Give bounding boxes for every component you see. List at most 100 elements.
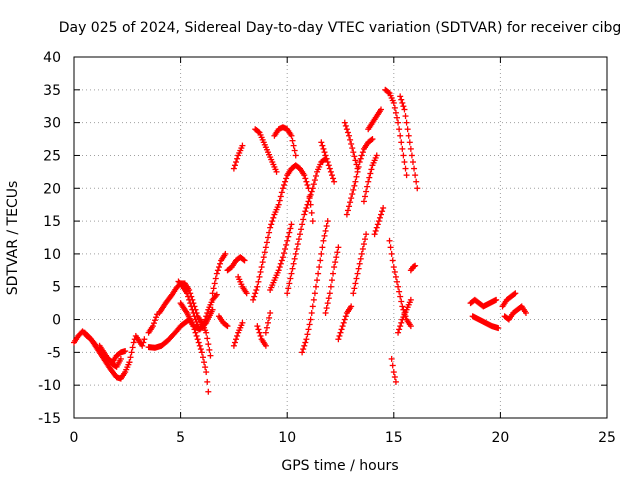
- x-tick-label: 15: [385, 430, 403, 446]
- data-point: [309, 218, 316, 225]
- data-point: [335, 244, 342, 251]
- data-point: [412, 262, 419, 269]
- data-point: [223, 322, 230, 329]
- data-point: [373, 152, 380, 159]
- data-point: [259, 259, 266, 266]
- data-point: [281, 181, 288, 188]
- data-point: [234, 155, 241, 162]
- data-point: [346, 132, 353, 139]
- data-point: [279, 185, 286, 192]
- data-point: [262, 329, 269, 336]
- y-tick-label: 40: [43, 50, 61, 66]
- data-point: [290, 260, 297, 267]
- data-point: [400, 152, 407, 159]
- data-point: [512, 290, 519, 297]
- data-point: [141, 336, 148, 343]
- data-point: [409, 159, 416, 166]
- x-tick-label: 10: [278, 430, 296, 446]
- data-point: [290, 142, 297, 149]
- y-axis-label: SDTVAR / TECUs: [5, 181, 21, 296]
- data-point: [395, 283, 402, 290]
- y-tick-label: 5: [52, 280, 61, 296]
- data-point: [352, 157, 359, 164]
- data-point: [343, 126, 350, 133]
- data-point: [284, 237, 291, 244]
- data-point: [122, 348, 129, 355]
- data-point: [372, 227, 379, 234]
- data-point: [406, 139, 413, 146]
- data-point: [380, 204, 387, 211]
- data-point: [239, 319, 246, 326]
- data-point: [385, 89, 392, 96]
- data-point: [357, 255, 364, 262]
- data-point: [192, 329, 199, 336]
- data-point: [363, 188, 370, 195]
- data-point: [325, 162, 332, 169]
- data-point: [326, 290, 333, 297]
- data-point: [399, 303, 406, 310]
- data-point: [276, 264, 283, 271]
- data-point: [307, 191, 314, 198]
- data-point: [278, 257, 285, 264]
- data-point: [233, 159, 240, 166]
- data-point: [328, 172, 335, 179]
- data-point: [212, 292, 219, 299]
- data-point: [306, 195, 313, 202]
- data-point: [378, 211, 385, 218]
- data-point: [324, 159, 331, 166]
- data-point: [359, 245, 366, 252]
- data-point: [327, 283, 334, 290]
- data-point: [402, 113, 409, 120]
- data-point: [366, 174, 373, 181]
- data-point: [386, 237, 393, 244]
- data-point: [254, 323, 261, 330]
- data-point: [213, 291, 220, 298]
- data-point: [255, 278, 262, 285]
- data-point: [263, 239, 270, 246]
- data-point: [351, 153, 358, 160]
- data-point: [390, 264, 397, 271]
- data-point: [388, 355, 395, 362]
- data-point: [231, 162, 238, 169]
- data-point: [398, 96, 405, 103]
- y-tick-label: 30: [43, 116, 61, 132]
- data-point: [330, 270, 337, 277]
- data-point: [334, 249, 341, 256]
- data-point: [258, 264, 265, 271]
- data-point: [359, 149, 366, 156]
- data-point: [288, 270, 295, 277]
- data-point: [302, 208, 309, 215]
- data-point: [364, 183, 371, 190]
- data-point: [352, 280, 359, 287]
- data-point: [307, 316, 314, 323]
- data-point: [230, 342, 237, 349]
- data-point: [209, 306, 216, 313]
- data-point: [324, 300, 331, 307]
- data-point: [267, 224, 274, 231]
- data-point: [349, 145, 356, 152]
- data-point: [185, 293, 192, 300]
- data-point: [396, 126, 403, 133]
- data-point: [403, 119, 410, 126]
- data-point: [305, 326, 312, 333]
- data-point: [304, 331, 311, 338]
- data-point: [356, 159, 363, 166]
- data-point: [321, 149, 328, 156]
- data-point: [392, 378, 399, 385]
- data-point: [398, 319, 405, 326]
- data-point: [397, 93, 404, 100]
- data-point: [305, 198, 312, 205]
- data-point: [319, 142, 326, 149]
- data-point: [278, 189, 285, 196]
- data-point: [392, 109, 399, 116]
- data-point: [398, 139, 405, 146]
- data-point: [391, 104, 398, 111]
- data-point: [289, 265, 296, 272]
- data-point: [340, 319, 347, 326]
- data-point: [371, 231, 378, 238]
- chart-title: Day 025 of 2024, Sidereal Day-to-day VTE…: [59, 20, 622, 36]
- data-point: [378, 106, 385, 113]
- data-point: [323, 155, 330, 162]
- data-point: [353, 275, 360, 282]
- data-point: [213, 270, 220, 277]
